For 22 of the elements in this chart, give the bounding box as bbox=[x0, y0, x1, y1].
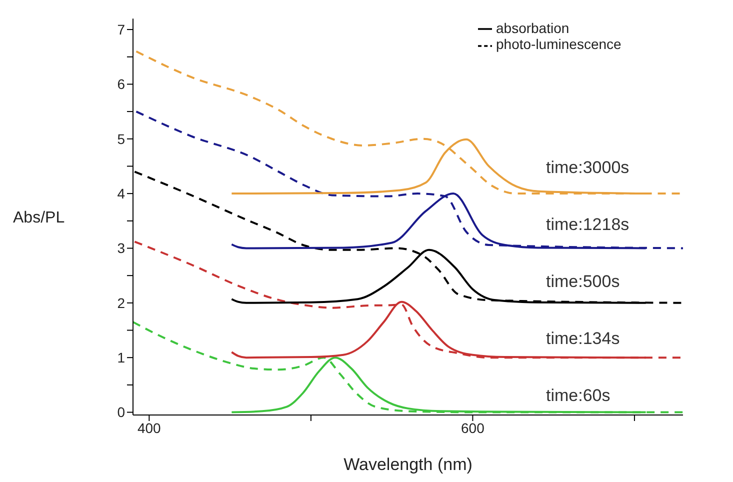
legend-label: photo-luminescence bbox=[496, 36, 622, 52]
annotation: time:3000s bbox=[546, 158, 630, 179]
y-tick-label: 2 bbox=[117, 294, 126, 311]
y-tick-label: 6 bbox=[117, 76, 126, 92]
y-tick-label: 0 bbox=[117, 404, 126, 420]
line-series bbox=[134, 240, 683, 359]
y-tick-label: 1 bbox=[117, 350, 126, 366]
line-series bbox=[135, 50, 683, 195]
y-tick-label: 5 bbox=[117, 130, 126, 147]
y-tick-label: 4 bbox=[117, 186, 126, 202]
legend-label: absorbation bbox=[496, 20, 570, 36]
annotation: time:60s bbox=[546, 386, 612, 407]
y-tick-label: 7 bbox=[117, 22, 126, 38]
line-series bbox=[135, 110, 683, 250]
x-tick-label: 600 bbox=[461, 420, 485, 436]
annotation: time:500s bbox=[546, 272, 621, 293]
annotation: time:134s bbox=[546, 329, 621, 350]
annotation: time:1218s bbox=[546, 215, 630, 236]
y-axis-title: Abs/PL bbox=[13, 209, 65, 226]
y-tick-label: 3 bbox=[117, 240, 126, 256]
x-tick-label: 400 bbox=[137, 420, 162, 436]
x-axis-title: Wavelength (nm) bbox=[344, 455, 472, 474]
